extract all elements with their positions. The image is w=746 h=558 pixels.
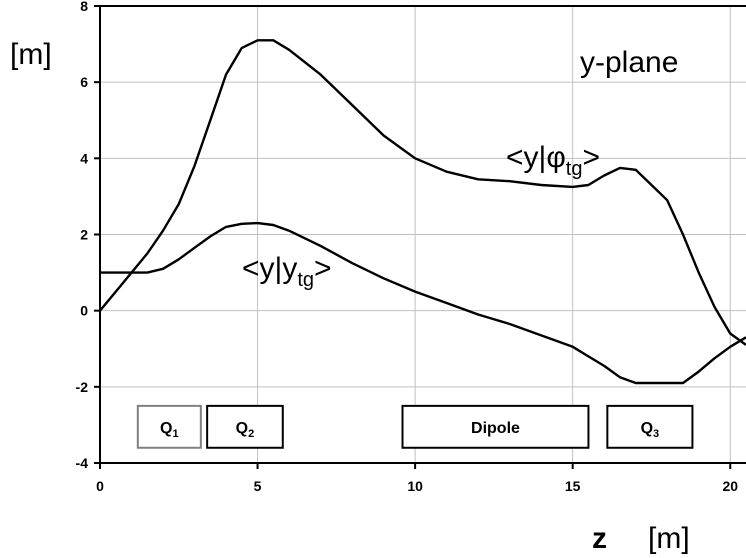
series-label-phi: <y|φtg> bbox=[506, 141, 600, 180]
y-tick-label: -2 bbox=[76, 379, 89, 395]
element-label-0: Q1 bbox=[160, 420, 179, 440]
y-tick-label: 4 bbox=[80, 150, 88, 166]
series-lines bbox=[99, 39, 746, 385]
y-tick-label: 2 bbox=[80, 227, 88, 243]
x-tick-label: 0 bbox=[96, 478, 104, 494]
series-label-y: <y|ytg> bbox=[242, 252, 332, 291]
element-box-0 bbox=[136, 404, 202, 449]
axes bbox=[94, 5, 746, 469]
plane-label: y-plane bbox=[580, 46, 678, 79]
element-box-3 bbox=[606, 404, 694, 449]
y-tick-label: 6 bbox=[80, 74, 88, 90]
element-label-1: Q2 bbox=[236, 420, 255, 440]
element-box-2 bbox=[401, 404, 590, 449]
x-axis-label: z bbox=[592, 522, 607, 555]
y-axis-label: [m] bbox=[10, 38, 52, 71]
x-tick-label: 20 bbox=[722, 478, 738, 494]
x-tick-label: 15 bbox=[565, 478, 581, 494]
y-tick-label: 8 bbox=[80, 0, 88, 14]
element-label-2: Dipole bbox=[471, 420, 520, 437]
y-tick-label: 0 bbox=[80, 303, 88, 319]
series-line-1 bbox=[100, 221, 746, 385]
magnet-elements: Q1 Q2 Dipole Q3 bbox=[136, 404, 694, 449]
y-tick-label: -4 bbox=[76, 455, 89, 471]
x-axis-unit: [m] bbox=[648, 522, 690, 555]
series-line-0 bbox=[99, 39, 746, 346]
x-tick-label: 10 bbox=[407, 478, 423, 494]
element-label-3: Q3 bbox=[641, 420, 660, 440]
element-box-1 bbox=[206, 404, 284, 449]
x-tick-label: 5 bbox=[254, 478, 262, 494]
